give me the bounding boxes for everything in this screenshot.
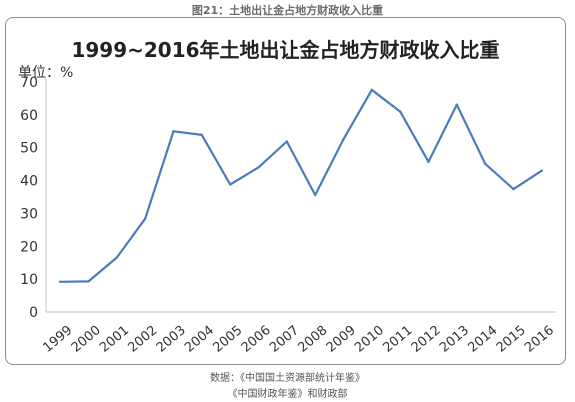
x-tick-label: 2015 (494, 323, 529, 356)
x-tick-label: 2003 (154, 323, 189, 356)
x-tick-label: 2005 (210, 323, 245, 356)
data-point (540, 169, 544, 172)
y-tick-label: 10 (20, 272, 38, 288)
data-point (172, 130, 175, 133)
source-line-1: 数据：《中国国土资源部统计年鉴》 (210, 373, 365, 384)
data-point (455, 103, 459, 106)
y-tick-label: 60 (20, 108, 38, 124)
x-tick-label: 2010 (352, 323, 387, 356)
data-point (427, 160, 430, 164)
y-tick-label: 50 (20, 141, 38, 157)
data-point (228, 183, 232, 186)
chart-frame (5, 17, 566, 365)
x-tick-label: 2012 (409, 323, 444, 356)
data-point (115, 256, 119, 259)
y-tick-label: 30 (20, 206, 38, 222)
data-point (483, 162, 487, 166)
data-point (200, 133, 204, 137)
y-tick-label: 40 (20, 174, 38, 190)
data-point (285, 140, 289, 143)
x-tick-label: 2000 (69, 323, 104, 356)
x-tick-label: 2008 (295, 323, 330, 356)
chart-title: 1999~2016年土地出让金占地方财政收入比重 (71, 38, 500, 62)
series-line (59, 88, 543, 283)
data-point (370, 88, 374, 92)
x-tick-label: 2014 (465, 323, 500, 356)
x-tick-label: 2016 (522, 323, 557, 356)
x-tick-label: 2009 (324, 323, 359, 356)
x-tick-label: 2013 (437, 323, 472, 356)
x-tick-label: 1999 (40, 323, 75, 356)
y-tick-label: 20 (20, 239, 38, 255)
x-tick-label: 2004 (182, 323, 217, 356)
x-tick-label: 2006 (239, 323, 274, 356)
data-point (143, 217, 147, 220)
data-point (512, 187, 515, 191)
data-point (58, 280, 62, 283)
data-point (87, 280, 90, 283)
data-point (398, 110, 402, 113)
x-tick-label: 2001 (97, 323, 132, 356)
source-line-2: 《中国财政年鉴》和财政部 (227, 389, 348, 400)
x-tick-label: 2002 (125, 323, 160, 356)
unit-label: 单位：% (18, 65, 74, 81)
data-point (257, 166, 260, 169)
x-tick-label: 2007 (267, 323, 302, 356)
data-point (313, 193, 317, 197)
y-tick-label: 70 (20, 75, 38, 91)
data-point (342, 137, 345, 141)
x-tick-label: 2011 (380, 323, 415, 356)
figure-caption: 图21：土地出让金占地方财政收入比重 (191, 4, 384, 17)
y-tick-label: 0 (29, 305, 38, 321)
